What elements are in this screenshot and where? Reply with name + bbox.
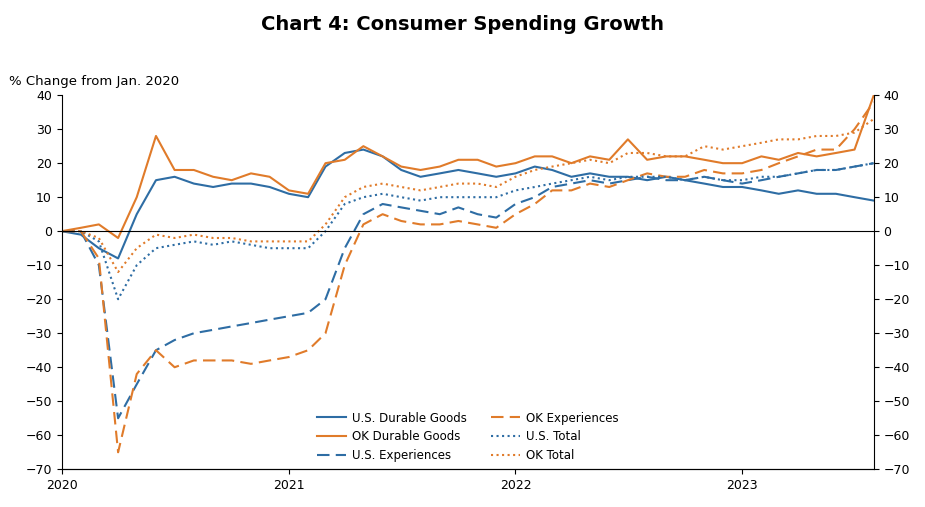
Text: Chart 4: Consumer Spending Growth: Chart 4: Consumer Spending Growth — [261, 15, 664, 34]
Line: U.S. Durable Goods: U.S. Durable Goods — [62, 150, 874, 259]
Line: OK Durable Goods: OK Durable Goods — [62, 95, 874, 238]
Line: OK Experiences: OK Experiences — [62, 102, 874, 452]
Legend: U.S. Durable Goods, OK Durable Goods, U.S. Experiences, OK Experiences, U.S. Tot: U.S. Durable Goods, OK Durable Goods, U.… — [312, 407, 623, 467]
Line: U.S. Experiences: U.S. Experiences — [62, 163, 874, 418]
Text: % Change from Jan. 2020: % Change from Jan. 2020 — [9, 75, 179, 88]
Line: U.S. Total: U.S. Total — [62, 163, 874, 299]
Line: OK Total: OK Total — [62, 119, 874, 272]
